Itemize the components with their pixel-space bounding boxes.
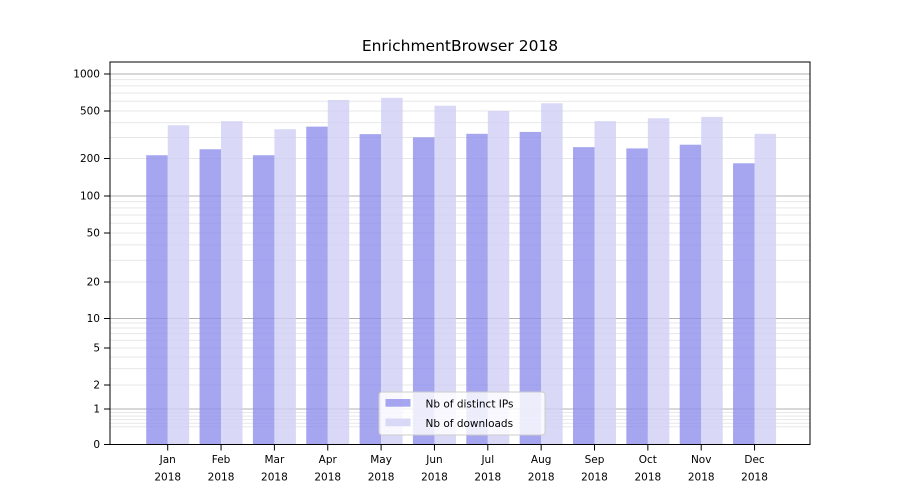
x-tick-label-month: Jun [425, 454, 442, 466]
bar-ips-dec [733, 163, 755, 445]
x-tick-label-year: 2018 [421, 472, 448, 484]
x-tick-label-month: Aug [531, 454, 552, 466]
y-axis: 0 1 2 5 10 20 50 100 200 500 1000 [73, 69, 110, 451]
legend-label-downloads: Nb of downloads [426, 418, 514, 430]
legend-label-distinct-ips: Nb of distinct IPs [426, 399, 514, 411]
y-tick-label: 500 [80, 106, 100, 118]
x-tick-label-year: 2018 [474, 472, 501, 484]
x-tick-label-year: 2018 [528, 472, 555, 484]
bar-ips-mar [252, 155, 275, 445]
y-tick-label: 10 [87, 313, 100, 325]
legend: Nb of distinct IPs Nb of downloads [378, 391, 546, 436]
x-tick-label-year: 2018 [688, 472, 715, 484]
bar-ips-jan [146, 155, 168, 445]
bar-downloads-may [381, 97, 403, 445]
y-tick-label: 20 [87, 277, 100, 289]
x-tick-label-month: Jul [480, 454, 494, 466]
bar-downloads-aug [541, 103, 563, 445]
bar-ips-jul [466, 133, 488, 445]
bar-downloads-apr [327, 99, 350, 445]
y-tick-label: 100 [80, 191, 100, 203]
bar-downloads-mar [274, 129, 296, 445]
y-tick-label: 200 [80, 153, 100, 165]
bar-downloads-sep [594, 121, 616, 445]
x-tick-label-year: 2018 [261, 472, 288, 484]
plot-border [109, 61, 811, 445]
x-tick-label-month: Dec [744, 454, 765, 466]
y-tick-label: 1000 [73, 69, 100, 81]
x-tick-label-year: 2018 [314, 472, 341, 484]
legend-box [378, 391, 546, 436]
y-tick-label: 1 [93, 404, 100, 416]
x-tick-label-month: Nov [691, 454, 712, 466]
x-tick-label-month: Sep [585, 454, 605, 466]
bar-downloads-nov [701, 116, 723, 445]
bar-downloads-jun [434, 105, 456, 445]
x-tick-label-month: Mar [264, 454, 284, 466]
bar-ips-aug [519, 131, 542, 445]
x-tick-label-year: 2018 [741, 472, 768, 484]
x-tick-label-month: Apr [319, 454, 338, 466]
bar-downloads-dec [754, 133, 777, 445]
legend-swatch-downloads [385, 418, 411, 427]
legend-swatch-distinct-ips [385, 399, 411, 407]
bar-ips-apr [306, 126, 328, 445]
y-tick-label: 0 [93, 439, 100, 451]
x-tick-label-year: 2018 [208, 472, 235, 484]
bar-series-container [146, 97, 777, 445]
chart-title: EnrichmentBrowser 2018 [362, 37, 558, 55]
bar-ips-oct [626, 148, 648, 445]
x-tick-label-year: 2018 [154, 472, 181, 484]
series-distinct-ips [146, 126, 755, 445]
bar-downloads-oct [647, 118, 670, 445]
bar-downloads-jan [167, 125, 190, 445]
bar-ips-may [359, 134, 382, 445]
bar-ips-sep [573, 147, 595, 445]
x-tick-label-year: 2018 [581, 472, 608, 484]
bar-ips-feb [199, 149, 222, 445]
x-tick-label-month: Oct [639, 454, 657, 466]
x-tick-label-year: 2018 [634, 472, 661, 484]
x-tick-label-year: 2018 [368, 472, 395, 484]
series-downloads [167, 97, 777, 445]
bar-downloads-jul [487, 111, 510, 445]
bar-ips-nov [679, 144, 702, 445]
x-axis: Jan 2018 Feb 2018 Mar 2018 Apr 2018 May 2018 Jun 20… [154, 444, 768, 484]
x-tick-label-month: Jan [159, 454, 176, 466]
y-tick-label: 50 [87, 228, 100, 240]
bar-downloads-feb [221, 121, 243, 445]
y-tick-label: 2 [93, 380, 100, 392]
bar-ips-jun [412, 137, 435, 445]
x-tick-label-month: May [370, 454, 392, 466]
y-tick-label: 5 [93, 343, 100, 355]
x-tick-label-month: Feb [212, 454, 231, 466]
